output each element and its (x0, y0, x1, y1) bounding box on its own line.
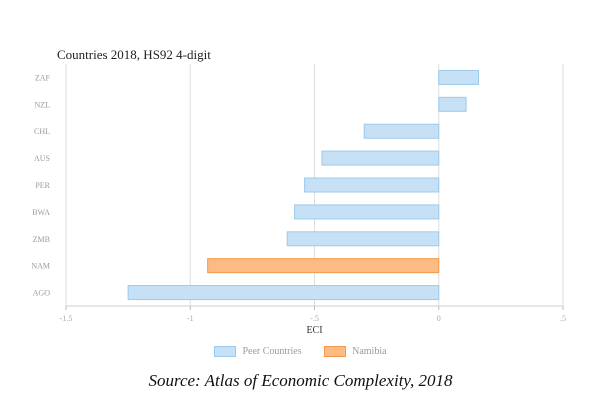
y-tick-label: BWA (32, 208, 50, 217)
x-axis-label: ECI (306, 325, 322, 336)
legend-swatch-namibia (324, 346, 347, 357)
y-tick-label: NAM (31, 262, 50, 271)
chart-legend: Peer Countries Namibia (0, 346, 601, 360)
y-tick-label: PER (35, 181, 50, 190)
bar-bwa (294, 204, 440, 220)
bar-aus (321, 150, 440, 166)
x-tick-label: -.5 (310, 314, 319, 323)
x-tick-label: -1 (187, 314, 194, 323)
bar-nam (207, 258, 440, 274)
y-tick-label: ZMB (33, 235, 50, 244)
x-tick-label: -1.5 (60, 314, 73, 323)
legend-label-peer: Peer Countries (242, 346, 302, 357)
legend-item-namibia: Namibia (324, 346, 387, 357)
y-tick-label: ZAF (35, 73, 51, 82)
x-tick-label: 0 (437, 314, 441, 323)
y-tick-label: NZL (34, 100, 50, 109)
legend-label-namibia: Namibia (352, 346, 387, 357)
bar-zmb (286, 231, 440, 247)
y-tick-label: AGO (33, 289, 51, 298)
bar-zaf (438, 69, 480, 85)
y-tick-label: CHL (34, 127, 50, 136)
bar-ago (127, 285, 440, 301)
bar-chl (363, 123, 440, 139)
legend-swatch-peer (214, 346, 237, 357)
bar-per (304, 177, 440, 193)
y-tick-label: AUS (34, 154, 50, 163)
legend-item-peer: Peer Countries (214, 346, 302, 357)
x-tick-label: .5 (560, 314, 566, 323)
bar-nzl (438, 96, 467, 112)
chart-title: Countries 2018, HS92 4-digit (57, 47, 211, 62)
source-caption: Source: Atlas of Economic Complexity, 20… (148, 371, 453, 390)
